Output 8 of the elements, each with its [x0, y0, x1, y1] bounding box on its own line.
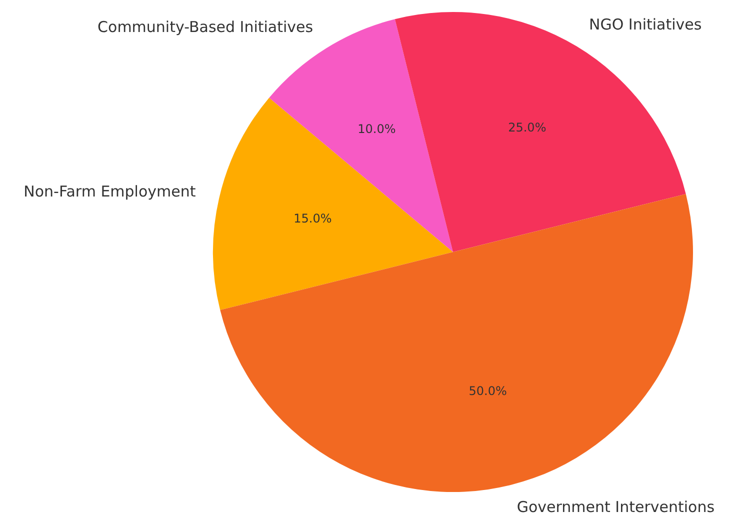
data-label: 25.0%	[508, 120, 546, 135]
data-label: 10.0%	[358, 122, 396, 136]
slice-label: Community-Based Initiatives	[98, 18, 314, 36]
data-label: 15.0%	[294, 212, 332, 226]
slice-label: NGO Initiatives	[588, 16, 702, 34]
data-label: 50.0%	[468, 384, 507, 398]
slice-label: Government Interventions	[516, 498, 715, 514]
slice-label: Non-Farm Employment	[24, 182, 196, 201]
